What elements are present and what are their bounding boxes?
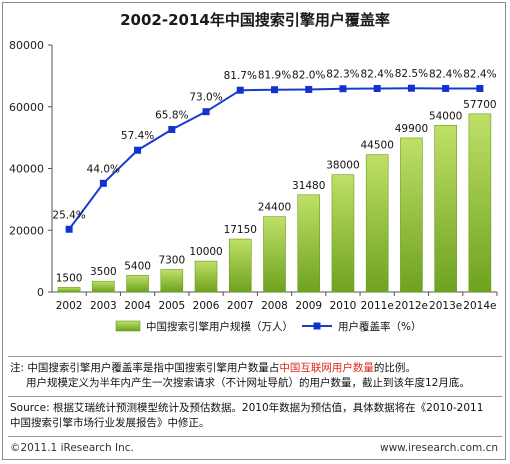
coverage-marker: [271, 86, 278, 94]
coverage-marker: [476, 84, 484, 92]
bar: [263, 216, 286, 293]
chart-svg: 0 20000 40000 60000 80000 1500 3500 5400 7300 10…: [9, 39, 498, 333]
coverage-marker: [168, 125, 176, 133]
coverage-marker: [339, 85, 347, 93]
x-tick-label: 2011e: [361, 300, 394, 312]
x-tick-label: 2003: [90, 300, 117, 312]
bar-value-label: 38000: [326, 160, 359, 172]
coverage-marker: [99, 179, 107, 187]
chart-frame: [2, 2, 506, 460]
note-prefix: 注: 中国搜索引擎用户覆盖率是指中国搜索引擎用户数量占: [10, 362, 280, 374]
x-tick-label: 2014e: [463, 300, 496, 312]
x-tick-label: 2013e: [429, 300, 462, 312]
coverage-marker: [442, 84, 450, 92]
coverage-value-label: 82.4%: [361, 68, 394, 80]
legend-line-label: 用户覆盖率（%）: [338, 320, 421, 333]
bar-value-label: 1500: [56, 272, 83, 284]
x-tick-label: 2007: [227, 300, 254, 312]
coverage-value-label: 81.9%: [258, 70, 291, 82]
coverage-value-label: 73.0%: [189, 92, 222, 104]
bar-value-label: 31480: [292, 180, 325, 192]
y-tick-label: 40000: [9, 163, 44, 176]
y-tick-label: 0: [37, 286, 44, 299]
bar-value-label: 7300: [158, 254, 185, 266]
x-tick-label: 2002: [56, 300, 83, 312]
bar-value-label: 17150: [224, 224, 257, 236]
bar: [297, 194, 321, 293]
coverage-value-label: 44.0%: [87, 163, 120, 175]
source-line-2: 中国搜索引擎市场行业发展报告》中修正。: [10, 417, 210, 429]
coverage-value-label: 82.0%: [292, 69, 325, 81]
divider-footer: [8, 436, 502, 437]
coverage-value-label: 65.8%: [155, 109, 188, 121]
bar-value-label: 5400: [124, 260, 151, 272]
legend-bar-swatch: [115, 320, 141, 332]
coverage-value-label: 57.4%: [121, 130, 154, 142]
bar-value-label: 44500: [360, 140, 393, 152]
coverage-marker: [305, 85, 313, 93]
coverage-marker: [65, 225, 73, 233]
note-line-2: 用户规模定义为半年内产生一次搜索请求（不计网址导航）的用户数量，截止到该年度12…: [26, 377, 470, 389]
y-tick-label: 60000: [9, 101, 44, 114]
legend-line-marker: [313, 322, 321, 330]
chart-title: 2002-2014年中国搜索引擎用户覆盖率: [120, 11, 390, 29]
bar: [434, 124, 457, 293]
coverage-marker: [236, 86, 244, 94]
y-tick-label: 80000: [9, 39, 44, 52]
x-tick-label: 2004: [124, 300, 151, 312]
bar: [92, 280, 115, 293]
x-tick-label: 2005: [158, 300, 185, 312]
bar: [331, 174, 355, 293]
source-line-1: Source: 根据艾瑞统计预测模型统计及预估数据。2010年数据为预估值，具体…: [10, 402, 484, 414]
coverage-marker: [373, 84, 381, 92]
footer-copyright: ©2011.1 iResearch Inc.: [10, 442, 134, 454]
legend-bar-label: 中国搜索引擎用户规模（万人）: [146, 320, 293, 333]
coverage-value-label: 82.5%: [395, 68, 428, 80]
coverage-marker: [134, 146, 142, 154]
y-tick-label: 20000: [9, 224, 44, 237]
note-highlight: 中国互联网用户数量: [279, 362, 374, 374]
x-tick-label: 2012e: [395, 300, 428, 312]
footer-website[interactable]: www.iresearch.com.cn: [379, 442, 498, 454]
coverage-value-label: 82.4%: [463, 68, 496, 80]
bar: [126, 275, 149, 293]
bar-value-label: 3500: [90, 266, 117, 278]
bar-value-label: 49900: [395, 123, 428, 135]
coverage-value-label: 82.3%: [326, 69, 359, 81]
coverage-value-label: 25.4%: [52, 209, 85, 221]
bar-value-label: 57700: [463, 99, 496, 111]
bar: [400, 137, 423, 293]
bar: [57, 287, 81, 293]
bar: [228, 238, 252, 293]
note-suffix: 的比例。: [373, 362, 416, 374]
coverage-value-label: 81.7%: [224, 70, 257, 82]
bar: [160, 269, 184, 293]
divider-source: [8, 396, 502, 397]
x-tick-label: 2010: [330, 300, 357, 312]
coverage-value-label: 82.4%: [429, 68, 462, 80]
bar: [468, 113, 492, 293]
bar-value-label: 54000: [429, 110, 462, 122]
note-line-1: 注: 中国搜索引擎用户覆盖率是指中国搜索引擎用户数量占中国互联网用户数量的比例。: [10, 361, 500, 376]
x-tick-label: 2008: [261, 300, 288, 312]
coverage-marker: [407, 84, 415, 92]
x-tick-label: 2006: [193, 300, 220, 312]
bar: [194, 260, 218, 293]
bar: [365, 154, 389, 293]
x-tick-label: 2009: [295, 300, 322, 312]
bar-value-label: 24400: [258, 202, 291, 214]
coverage-marker: [202, 108, 210, 116]
bar-value-label: 10000: [189, 246, 222, 258]
divider-notes: [8, 356, 502, 357]
